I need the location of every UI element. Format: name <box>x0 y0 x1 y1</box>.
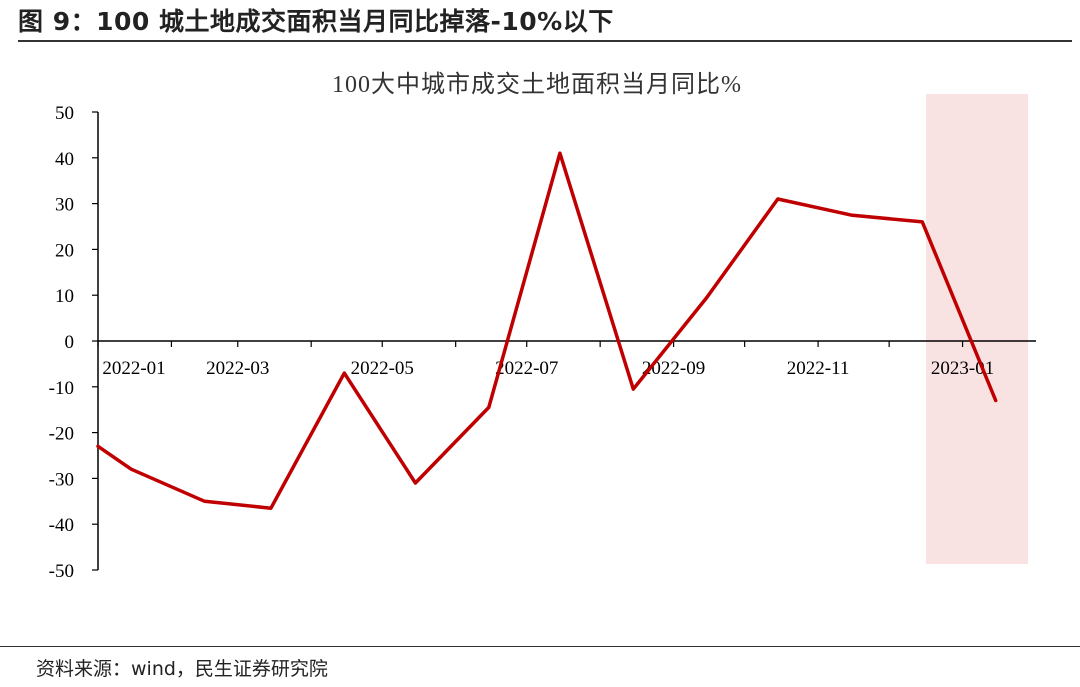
series-group <box>96 151 998 510</box>
x-tick-label: 2022-09 <box>642 358 705 379</box>
y-tick-label: -50 <box>49 561 74 582</box>
y-axis: 50 40 30 20 10 0 -10 -20 -30 -40 -50 <box>49 103 99 582</box>
x-tick-label: 2022-07 <box>495 358 558 379</box>
title-divider <box>18 40 1072 42</box>
source-note: 资料来源：wind，民生证券研究院 <box>36 658 328 680</box>
x-tick-label: 2022-05 <box>351 358 414 379</box>
x-axis: 2022-01 2022-03 2022-05 2022-07 2022-09 2022-… <box>97 340 1036 379</box>
x-tick-label: 2023-01 <box>931 358 994 379</box>
y-tick-label: 50 <box>55 103 74 124</box>
y-tick-label: 40 <box>55 149 74 170</box>
y-tick-label: 20 <box>55 240 74 261</box>
footer-divider <box>0 646 1080 647</box>
y-tick-label: -40 <box>49 515 74 536</box>
figure-title: 图 9：100 城土地成交面积当月同比掉落-10%以下 <box>18 7 614 36</box>
series-line <box>96 151 998 510</box>
x-tick-label: 2022-11 <box>787 358 850 379</box>
x-tick-label: 2022-03 <box>206 358 269 379</box>
y-tick-label: 10 <box>55 286 74 307</box>
x-tick-label: 2022-01 <box>102 358 165 379</box>
y-tick-label: -30 <box>49 469 74 490</box>
highlight-band <box>926 94 1028 564</box>
y-tick-label: -20 <box>49 424 74 445</box>
y-tick-label: -10 <box>49 378 74 399</box>
chart-title: 100大中城市成交土地面积当月同比% <box>332 71 742 98</box>
y-tick-label: 0 <box>65 332 75 353</box>
y-tick-label: 30 <box>55 195 74 216</box>
line-chart: 100大中城市成交土地面积当月同比% 50 40 30 20 10 0 -10 -20 -30 -… <box>49 71 1036 582</box>
